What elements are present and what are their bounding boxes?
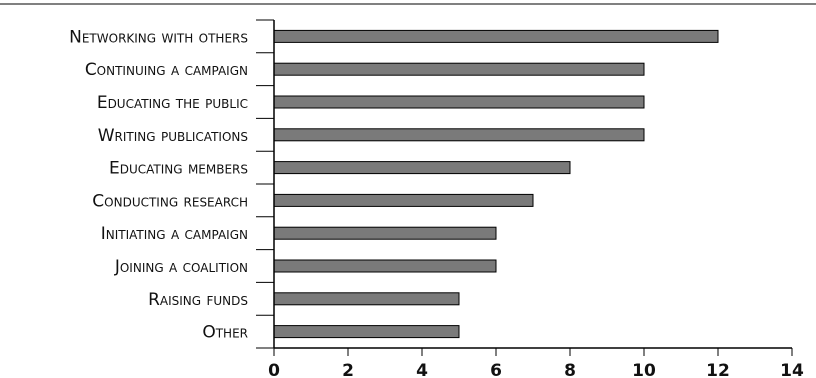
category-label-5: Conducting research bbox=[92, 191, 248, 211]
bar-4 bbox=[273, 161, 571, 175]
category-labels: Networking with others Continuing a campa… bbox=[69, 27, 248, 342]
y-axis-ticks bbox=[256, 19, 274, 349]
x-tick-label-1: 2 bbox=[342, 361, 354, 378]
x-tick-label-5: 10 bbox=[632, 361, 656, 378]
bar-3 bbox=[273, 128, 645, 142]
bar-8 bbox=[273, 292, 460, 306]
x-tick-label-4: 8 bbox=[564, 361, 576, 378]
bar-7 bbox=[273, 259, 497, 273]
bar-6 bbox=[273, 226, 497, 240]
category-label-2: Educating the public bbox=[97, 93, 248, 113]
category-label-9: Other bbox=[202, 323, 248, 343]
category-label-7: Joining a coalition bbox=[114, 257, 248, 277]
bar-9 bbox=[273, 325, 460, 339]
bar-2 bbox=[273, 95, 645, 109]
bar-1 bbox=[273, 62, 645, 76]
category-label-0: Networking with others bbox=[69, 27, 248, 47]
x-tick-label-6: 12 bbox=[706, 361, 730, 378]
category-label-3: Writing publications bbox=[98, 126, 248, 146]
bar-5 bbox=[273, 193, 534, 207]
category-label-8: Raising funds bbox=[148, 290, 248, 310]
category-label-1: Continuing a campaign bbox=[85, 60, 248, 80]
bars-group bbox=[273, 29, 719, 339]
category-label-4: Educating members bbox=[109, 159, 248, 179]
bar-0 bbox=[273, 29, 719, 43]
x-tick-label-0: 0 bbox=[268, 361, 280, 378]
category-label-6: Initiating a campaign bbox=[101, 224, 248, 244]
x-tick-label-7: 14 bbox=[780, 361, 804, 378]
x-tick-label-3: 6 bbox=[490, 361, 502, 378]
x-axis-ticks: 0 2 4 6 8 10 12 14 bbox=[268, 348, 804, 378]
x-tick-label-2: 4 bbox=[416, 361, 428, 378]
